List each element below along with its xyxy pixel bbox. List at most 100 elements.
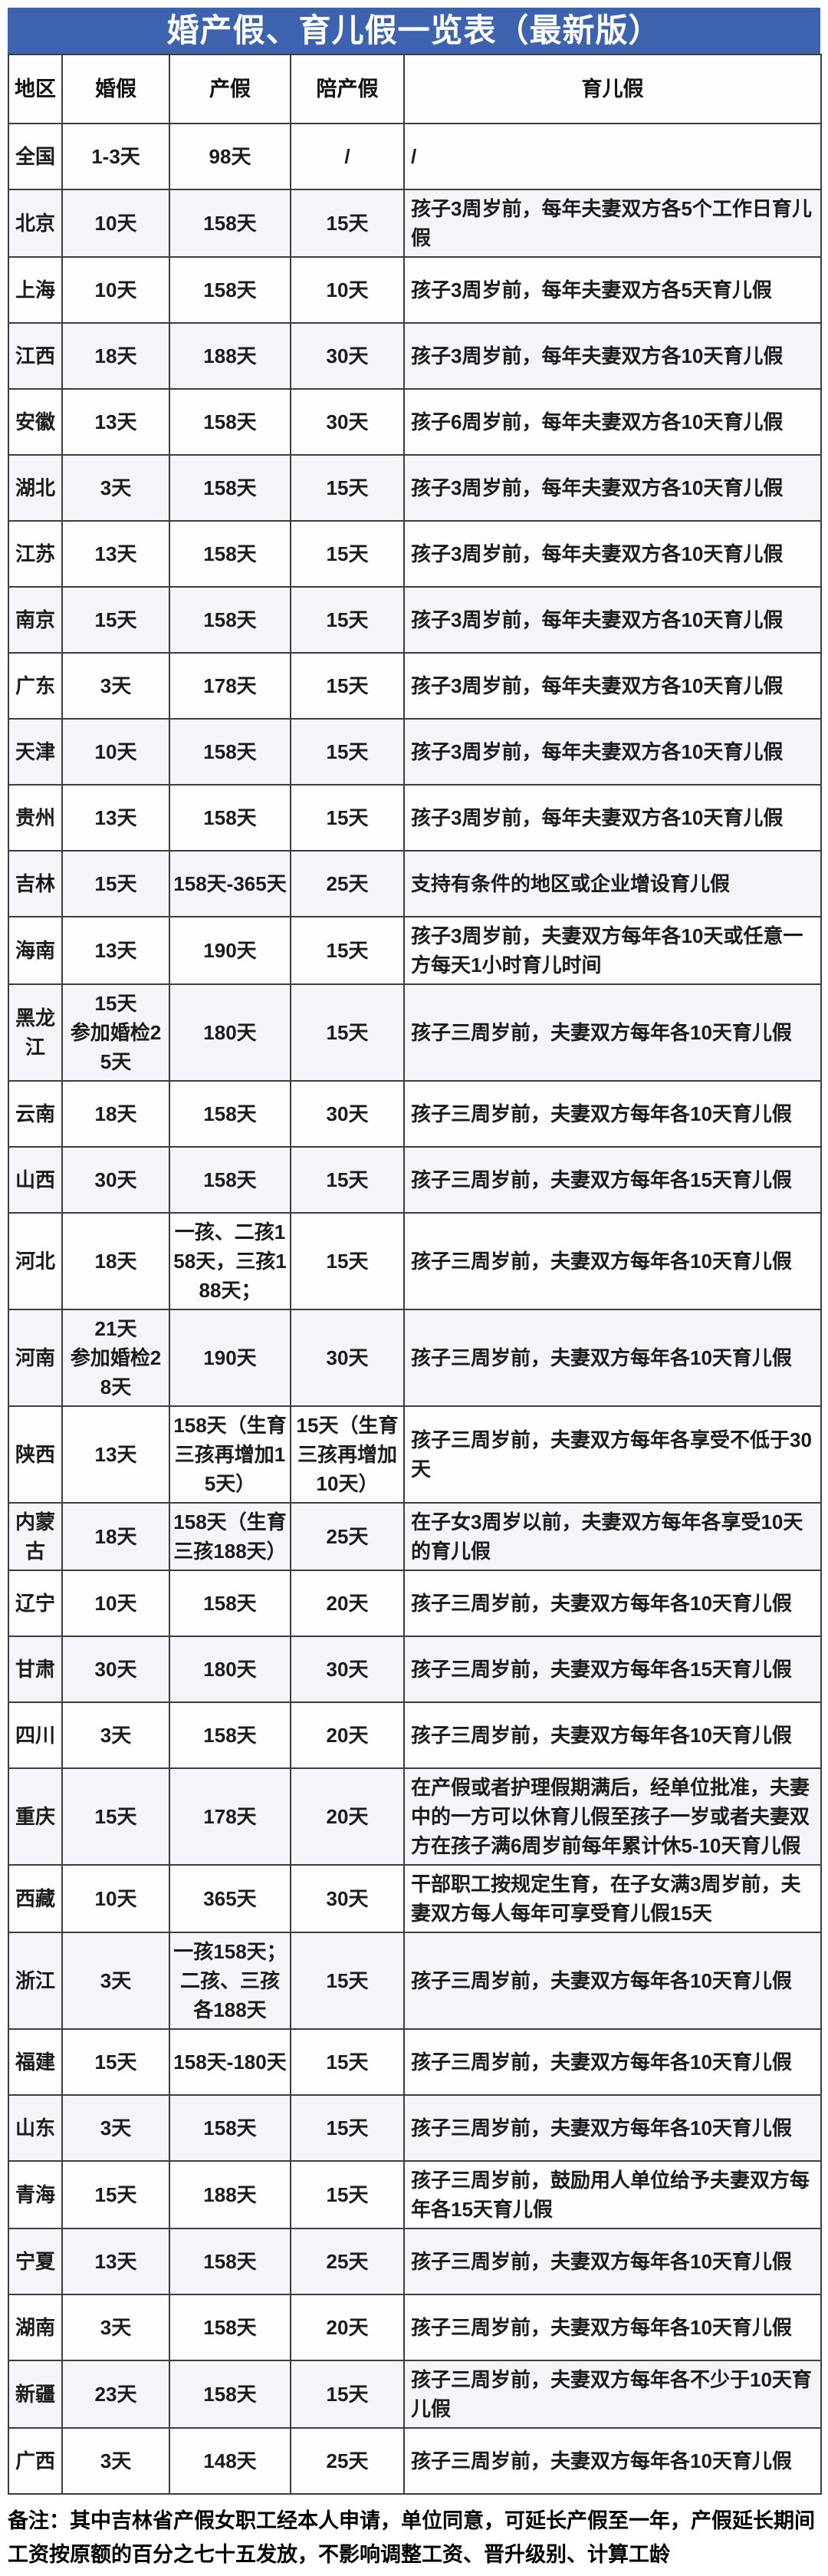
cell-marriage-leave: 13天 xyxy=(61,1405,170,1504)
cell-region: 陕西 xyxy=(8,1405,63,1504)
page-title: 婚产假、育儿假一览表（最新版） xyxy=(8,8,820,54)
cell-maternity-leave: 188天 xyxy=(169,2160,291,2229)
cell-maternity-leave: 178天 xyxy=(169,1767,291,1866)
cell-marriage-leave: 15天 xyxy=(61,2028,170,2096)
cell-marriage-leave: 30天 xyxy=(61,1146,170,1214)
cell-paternity-leave: 30天 xyxy=(290,322,405,390)
cell-childcare-leave: 在子女3周岁以前，夫妻双方每年各享受10天的育儿假 xyxy=(403,1502,822,1571)
cell-maternity-leave: 178天 xyxy=(169,652,291,720)
cell-region: 贵州 xyxy=(8,784,63,852)
table-row: 江苏 13天 158天 15天 孩子3周岁前，每年夫妻双方各10天育儿假 xyxy=(8,520,822,588)
cell-maternity-leave: 98天 xyxy=(169,123,291,190)
cell-marriage-leave: 3天 xyxy=(61,2294,170,2361)
cell-marriage-leave: 13天 xyxy=(61,388,170,456)
cell-region: 辽宁 xyxy=(8,1570,63,1637)
cell-region: 重庆 xyxy=(8,1767,63,1866)
cell-paternity-leave: 15天 xyxy=(290,2160,405,2229)
cell-paternity-leave: 30天 xyxy=(290,1309,405,1407)
cell-childcare-leave: 孩子三周岁前，夫妻双方每年各10天育儿假 xyxy=(403,2228,822,2295)
header-childcare-leave: 育儿假 xyxy=(403,54,822,124)
cell-childcare-leave: 支持有条件的地区或企业增设育儿假 xyxy=(403,850,822,917)
cell-marriage-leave: 15天 xyxy=(61,1767,170,1866)
cell-region: 宁夏 xyxy=(8,2228,63,2295)
cell-maternity-leave: 158天 xyxy=(169,388,291,456)
cell-marriage-leave: 30天 xyxy=(61,1636,170,1703)
cell-marriage-leave: 18天 xyxy=(61,1212,170,1310)
cell-marriage-leave: 15天 参加婚检25天 xyxy=(61,983,170,1082)
cell-childcare-leave: / xyxy=(403,123,822,190)
cell-paternity-leave: 25天 xyxy=(290,2427,405,2495)
table-row: 山东 3天 158天 15天 孩子三周岁前，夫妻双方每年各10天育儿假 xyxy=(8,2094,822,2162)
cell-paternity-leave: 25天 xyxy=(290,2228,405,2295)
table-row: 甘肃 30天 180天 30天 孩子三周岁前，夫妻双方每年各15天育儿假 xyxy=(8,1636,822,1703)
table-row: 山西 30天 158天 15天 孩子三周岁前，夫妻双方每年各15天育儿假 xyxy=(8,1146,822,1214)
table-row: 湖南 3天 158天 20天 孩子三周岁前，夫妻双方每年各10天育儿假 xyxy=(8,2294,822,2361)
cell-region: 北京 xyxy=(8,189,63,258)
cell-paternity-leave: 15天 xyxy=(290,1146,405,1214)
table-row: 江西 18天 188天 30天 孩子3周岁前，每年夫妻双方各10天育儿假 xyxy=(8,322,822,390)
cell-region: 云南 xyxy=(8,1080,63,1148)
cell-paternity-leave: 15天 xyxy=(290,784,405,852)
table-row: 云南 18天 158天 30天 孩子三周岁前，夫妻双方每年各10天育儿假 xyxy=(8,1080,822,1148)
cell-maternity-leave: 158天 xyxy=(169,586,291,654)
cell-childcare-leave: 孩子3周岁前，每年夫妻双方各5个工作日育儿假 xyxy=(403,189,822,258)
cell-marriage-leave: 10天 xyxy=(61,1570,170,1637)
table-row: 广西 3天 148天 25天 孩子三周岁前，夫妻双方每年各10天育儿假 xyxy=(8,2427,822,2495)
cell-childcare-leave: 孩子3周岁前，夫妻双方每年各10天或任意一方每天1小时育儿时间 xyxy=(403,916,822,985)
cell-region: 江西 xyxy=(8,322,63,390)
cell-marriage-leave: 18天 xyxy=(61,1502,170,1571)
cell-paternity-leave: 30天 xyxy=(290,1864,405,1933)
cell-childcare-leave: 孩子3周岁前，每年夫妻双方各10天育儿假 xyxy=(403,652,822,720)
cell-region: 湖北 xyxy=(8,454,63,522)
cell-marriage-leave: 18天 xyxy=(61,322,170,390)
cell-paternity-leave: 15天 xyxy=(290,1932,405,2030)
cell-region: 广东 xyxy=(8,652,63,720)
cell-maternity-leave: 158天（生育三孩再增加15天） xyxy=(169,1405,291,1504)
table-row: 吉林 15天 158天-365天 25天 支持有条件的地区或企业增设育儿假 xyxy=(8,850,822,917)
table-header: 地区 婚假 产假 陪产假 育儿假 xyxy=(8,54,822,124)
cell-region: 吉林 xyxy=(8,850,63,917)
table-row: 内蒙古 18天 158天（生育三孩188天） 25天 在子女3周岁以前，夫妻双方每年各享… xyxy=(8,1502,822,1571)
cell-region: 福建 xyxy=(8,2028,63,2096)
cell-paternity-leave: 30天 xyxy=(290,1080,405,1148)
cell-childcare-leave: 孩子三周岁前，夫妻双方每年各享受不低于30天 xyxy=(403,1405,822,1504)
cell-region: 新疆 xyxy=(8,2360,63,2429)
footnote: 备注：其中吉林省产假女职工经本人申请，单位同意，可延长产假至一年，产假延长期间工… xyxy=(8,2509,815,2566)
cell-maternity-leave: 158天 xyxy=(169,784,291,852)
cell-maternity-leave: 158天 xyxy=(169,1080,291,1148)
cell-region: 黑龙江 xyxy=(8,983,63,1082)
cell-region: 山西 xyxy=(8,1146,63,1214)
cell-childcare-leave: 孩子三周岁前，夫妻双方每年各15天育儿假 xyxy=(403,1636,822,1703)
cell-paternity-leave: 15天 xyxy=(290,189,405,258)
header-marriage-leave: 婚假 xyxy=(61,54,170,124)
cell-paternity-leave: 15天 xyxy=(290,1212,405,1310)
cell-marriage-leave: 10天 xyxy=(61,189,170,258)
table-row: 天津 10天 158天 15天 孩子3周岁前，每年夫妻双方各10天育儿假 xyxy=(8,718,822,786)
table-row: 安徽 13天 158天 30天 孩子6周岁前，每年夫妻双方各10天育儿假 xyxy=(8,388,822,456)
cell-childcare-leave: 孩子三周岁前，鼓励用人单位给予夫妻双方每年各15天育儿假 xyxy=(403,2160,822,2229)
cell-paternity-leave: 20天 xyxy=(290,1570,405,1637)
cell-maternity-leave: 180天 xyxy=(169,1636,291,1703)
cell-marriage-leave: 3天 xyxy=(61,652,170,720)
cell-region: 全国 xyxy=(8,123,63,190)
cell-childcare-leave: 孩子3周岁前，每年夫妻双方各10天育儿假 xyxy=(403,718,822,786)
cell-paternity-leave: 20天 xyxy=(290,1767,405,1866)
cell-childcare-leave: 在产假或者护理假期满后，经单位批准，夫妻中的一方可以休育儿假至孩子一岁或者夫妻双… xyxy=(403,1767,822,1866)
cell-marriage-leave: 3天 xyxy=(61,2094,170,2162)
cell-maternity-leave: 158天 xyxy=(169,1570,291,1637)
table-row: 四川 3天 158天 20天 孩子三周岁前，夫妻双方每年各10天育儿假 xyxy=(8,1701,822,1769)
table-row: 重庆 15天 178天 20天 在产假或者护理假期满后，经单位批准，夫妻中的一方可以休育… xyxy=(8,1767,822,1866)
cell-childcare-leave: 孩子3周岁前，每年夫妻双方各5天育儿假 xyxy=(403,256,822,324)
cell-marriage-leave: 23天 xyxy=(61,2360,170,2429)
cell-maternity-leave: 180天 xyxy=(169,983,291,1082)
cell-marriage-leave: 13天 xyxy=(61,520,170,588)
cell-paternity-leave: 10天 xyxy=(290,256,405,324)
cell-paternity-leave: 25天 xyxy=(290,850,405,917)
cell-region: 江苏 xyxy=(8,520,63,588)
cell-childcare-leave: 干部职工按规定生育，在子女满3周岁前，夫妻双方每人每年可享受育儿假15天 xyxy=(403,1864,822,1933)
cell-region: 海南 xyxy=(8,916,63,985)
cell-childcare-leave: 孩子三周岁前，夫妻双方每年各10天育儿假 xyxy=(403,1309,822,1407)
cell-region: 安徽 xyxy=(8,388,63,456)
cell-maternity-leave: 158天 xyxy=(169,1701,291,1769)
